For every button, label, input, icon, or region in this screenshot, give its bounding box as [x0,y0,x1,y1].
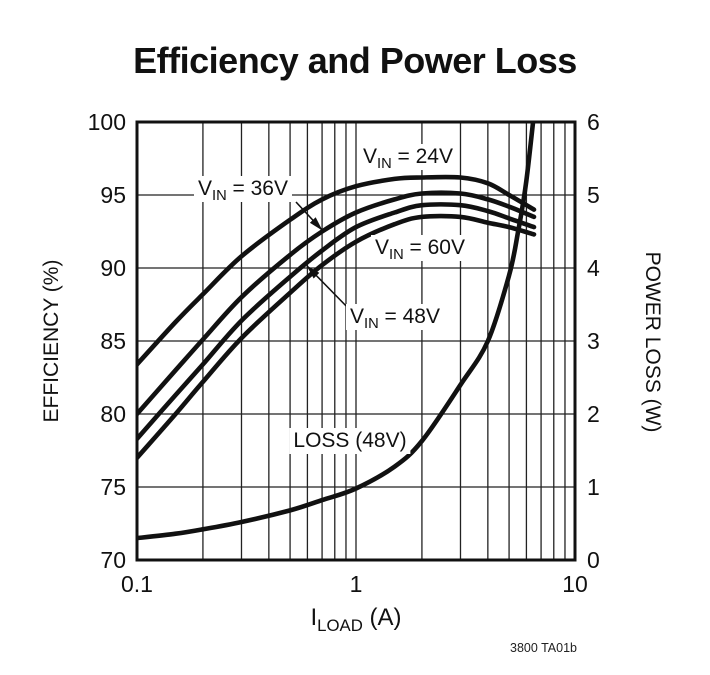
arrow-vin-48v [306,265,354,314]
x-tick-1: 1 [349,571,363,597]
y-left-tick-75: 75 [100,474,126,500]
vin60-base: V [374,236,390,259]
vin60-sub: IN [389,247,404,264]
y-left-tick-100: 100 [87,109,126,135]
vin36-sub: IN [212,188,227,205]
curve-loss-48v [137,122,536,541]
y-left-tick-85: 85 [100,328,126,354]
arrow-vin-36v [295,201,323,231]
vin24-sub: IN [377,156,392,173]
y-left-tick-70: 70 [100,547,126,573]
y-right-tick-2: 2 [587,401,600,427]
x-axis-title: ILOAD (A) [256,604,456,635]
y-right-tick-0: 0 [587,547,600,573]
vin48-base: V [349,305,365,328]
vin48-sub: IN [364,316,379,333]
curve-vin-60v [137,213,537,461]
vin24-rest: = 24V [391,145,454,168]
x-axis-title-sub: LOAD [317,615,363,635]
y-right-tick-3: 3 [587,328,600,354]
vin48-rest: = 48V [378,305,441,328]
curve-vin-48v [137,202,537,442]
x-tick-0.1: 0.1 [121,571,153,597]
vin60-rest: = 60V [403,236,466,259]
curve-vin-36v [137,190,537,417]
y-right-tick-4: 4 [587,255,600,281]
curve-label-vin-24v: VIN = 24V [358,144,458,173]
x-axis-title-base: I [310,604,318,631]
vin36-rest: = 36V [226,177,289,200]
y-right-tick-6: 6 [587,109,600,135]
curve-label-loss-48v: LOSS (48V) [289,428,411,454]
x-axis-title-unit: (A) [362,604,402,631]
curve-label-vin-36v: VIN = 36V [193,176,293,205]
curve-label-vin-60v: VIN = 60V [370,235,470,264]
y-left-tick-80: 80 [100,401,126,427]
curve-vin-24v [137,174,537,367]
footnote-code: 3800 TA01b [510,641,577,655]
y-right-tick-5: 5 [587,182,600,208]
plot-frame [135,120,577,562]
y-left-tick-90: 90 [100,255,126,281]
vin36-base: V [197,177,213,200]
chart-title: Efficiency and Power Loss [133,40,577,81]
curve-label-vin-48v: VIN = 48V [345,304,445,333]
y-left-tick-95: 95 [100,182,126,208]
y-right-tick-1: 1 [587,474,600,500]
vin24-base: V [362,145,378,168]
x-tick-10: 10 [562,571,588,597]
